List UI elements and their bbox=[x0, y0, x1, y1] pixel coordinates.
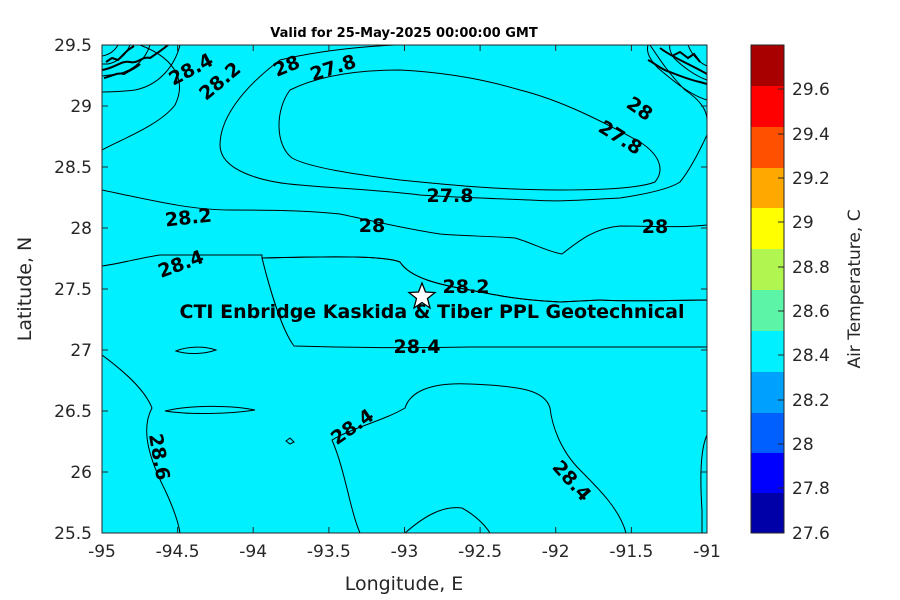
level-28-6-islet-3 bbox=[285, 437, 295, 445]
colorbar-tick-label: 29 bbox=[792, 213, 814, 233]
level-28-6-fill-west bbox=[102, 354, 181, 533]
x-axis-label: Longitude, E bbox=[345, 573, 464, 595]
y-tick-label: 26 bbox=[70, 463, 92, 483]
x-tick-label: -94.5 bbox=[156, 542, 200, 562]
colorbar-tick-label: 27.6 bbox=[792, 524, 830, 544]
contour-map bbox=[102, 45, 707, 533]
x-tick-label: -94 bbox=[239, 542, 267, 562]
colorbar-tick-label: 28 bbox=[792, 435, 814, 455]
colorbar-tick-label: 29.2 bbox=[792, 169, 830, 189]
y-tick-label: 27 bbox=[70, 341, 92, 361]
colorbar-tick-label: 28.4 bbox=[792, 346, 830, 366]
level-28-6-islet-1 bbox=[174, 346, 218, 354]
colorbar bbox=[750, 44, 785, 534]
colorbar-tick-label: 27.8 bbox=[792, 479, 830, 499]
level-28-6-fill-east bbox=[700, 434, 707, 533]
level-28-4-fill-ne bbox=[669, 45, 707, 81]
x-tick-label: -92 bbox=[542, 542, 570, 562]
star-icon bbox=[407, 281, 437, 310]
y-tick-label: 29 bbox=[70, 97, 92, 117]
map-title: Valid for 25-May-2025 00:00:00 GMT bbox=[270, 26, 538, 41]
x-tick-label: -93.5 bbox=[307, 542, 351, 562]
x-tick-label: -93 bbox=[391, 542, 419, 562]
colorbar-tick-label: 28.2 bbox=[792, 391, 830, 411]
coastline bbox=[102, 45, 707, 85]
colorbar-tick-label: 28.8 bbox=[792, 258, 830, 278]
contour-label: 28 bbox=[359, 215, 385, 237]
contour-label: 27.8 bbox=[427, 185, 474, 207]
colorbar-label: Air Temperature, C bbox=[845, 209, 865, 368]
site-label: CTI Enbridge Kaskida & Tiber PPL Geotech… bbox=[180, 301, 685, 323]
level-28-6-fill-nw bbox=[102, 45, 181, 93]
contour-label: 28.2 bbox=[443, 276, 490, 298]
y-tick-label: 26.5 bbox=[54, 402, 92, 422]
level-28-6-islet-2 bbox=[164, 405, 256, 415]
y-tick-label: 29.5 bbox=[54, 36, 92, 56]
contour-label: 28 bbox=[642, 216, 668, 238]
colorbar-tick-label: 28.6 bbox=[792, 302, 830, 322]
colorbar-tick-label: 29.6 bbox=[792, 80, 830, 100]
level-28-4-fill bbox=[102, 45, 707, 533]
level-27-6-fill bbox=[278, 69, 661, 191]
level-28-2-fill-ne bbox=[647, 45, 707, 101]
x-tick-label: -91 bbox=[693, 542, 721, 562]
y-axis bbox=[102, 44, 707, 473]
contour-label: 28.4 bbox=[394, 336, 441, 358]
x-axis bbox=[101, 45, 708, 533]
y-tick-label: 27.5 bbox=[54, 280, 92, 300]
x-tick-label: -92.5 bbox=[458, 542, 502, 562]
y-axis-label: Latitude, N bbox=[14, 237, 36, 342]
level-28-fill-south bbox=[404, 507, 491, 533]
x-tick-label: -91.5 bbox=[609, 542, 653, 562]
y-tick-label: 28 bbox=[70, 219, 92, 239]
colorbar-tick-label: 29.4 bbox=[792, 125, 830, 145]
x-tick-labels: -95 -94.5 -94 -93.5 -93 -92.5 -92 -91.5 … bbox=[88, 542, 721, 562]
y-tick-label: 25.5 bbox=[54, 524, 92, 544]
level-28-fill-north bbox=[102, 45, 707, 255]
y-tick-label: 28.5 bbox=[54, 158, 92, 178]
site-marker bbox=[407, 281, 437, 310]
x-tick-label: -95 bbox=[88, 542, 116, 562]
contour-label: 28.2 bbox=[164, 205, 213, 232]
level-28-2-fill-southband bbox=[261, 256, 707, 349]
y-tick-labels: 29.5 29 28.5 28 27.5 27 26.5 26 25.5 bbox=[54, 36, 92, 544]
level-27-8-fill bbox=[219, 45, 707, 202]
colorbar-tick-labels: 29.6 29.4 29.2 29 28.8 28.6 28.4 28.2 28… bbox=[792, 80, 830, 544]
